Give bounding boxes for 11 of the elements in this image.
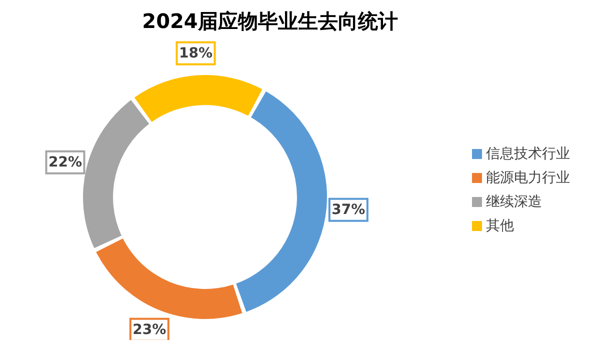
donut-slice: [134, 75, 262, 122]
donut-slice: [96, 238, 242, 319]
chart-title: 2024届应物毕业生去向统计: [141, 8, 399, 35]
legend-label: 信息技术行业: [486, 146, 570, 162]
legend-label: 能源电力行业: [486, 170, 570, 186]
legend-label: 其他: [486, 218, 514, 234]
data-label: 18%: [179, 45, 213, 62]
data-label: 23%: [132, 322, 166, 338]
legend-label: 继续深造: [486, 194, 542, 210]
data-label: 37%: [332, 202, 366, 218]
data-label: 22%: [48, 154, 82, 170]
